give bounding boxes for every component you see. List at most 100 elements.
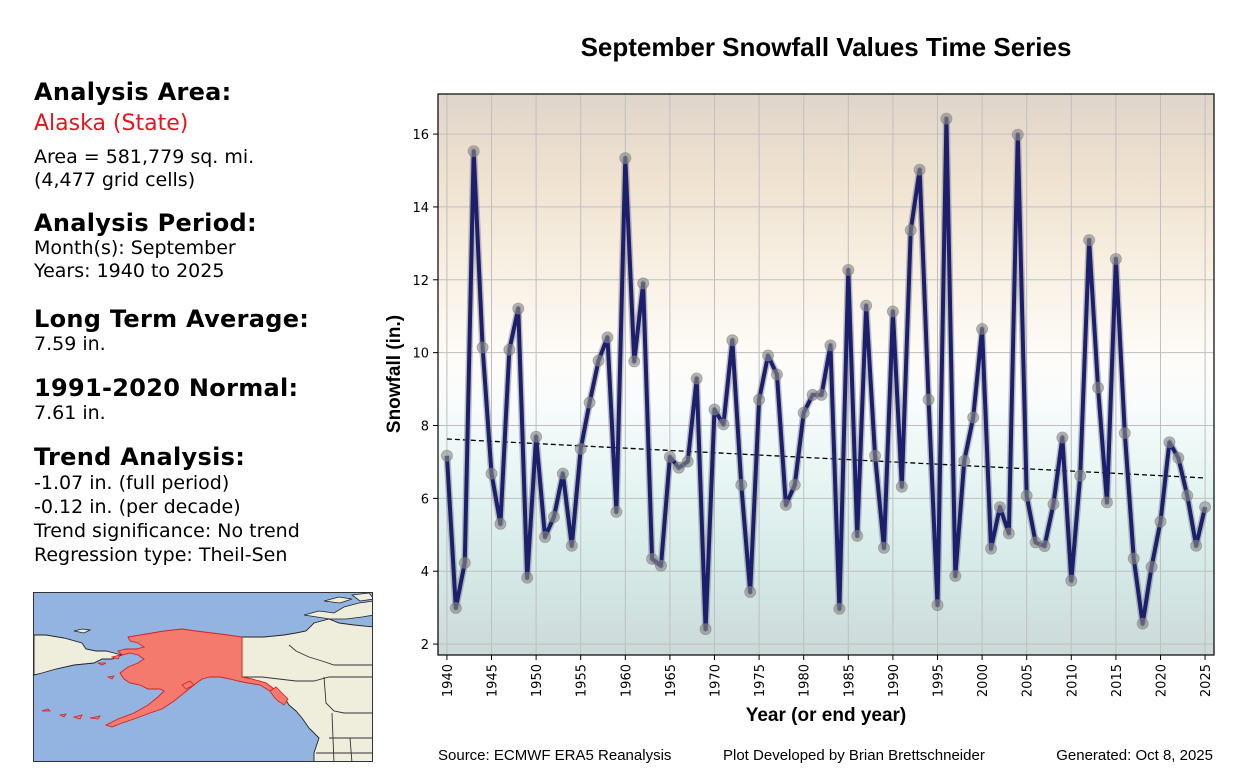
trend-significance: Trend significance: No trend — [34, 520, 300, 542]
data-point — [815, 388, 828, 401]
x-tick-label: 1945 — [486, 664, 501, 697]
x-tick-label: 2010 — [1065, 664, 1080, 697]
data-point — [717, 418, 730, 431]
period-months: Month(s): September — [34, 237, 236, 259]
data-point — [779, 498, 792, 511]
data-point — [601, 331, 614, 344]
data-point — [485, 467, 498, 480]
data-point — [547, 510, 560, 523]
normal-value: 7.61 in. — [34, 402, 106, 424]
average-value: 7.59 in. — [34, 333, 106, 355]
data-point — [976, 322, 989, 335]
data-point — [851, 529, 864, 542]
x-tick-label: 1990 — [887, 664, 902, 697]
x-tick-label: 1950 — [530, 664, 545, 697]
x-tick-label: 1955 — [575, 664, 590, 697]
data-point — [797, 406, 810, 419]
y-tick-label: 8 — [421, 420, 429, 435]
data-point — [690, 372, 703, 385]
data-point — [503, 343, 516, 356]
land-arctic-islands — [303, 593, 372, 620]
data-point — [440, 449, 453, 462]
x-tick-label: 2005 — [1021, 664, 1036, 697]
data-point — [672, 461, 685, 474]
data-point — [628, 355, 641, 368]
data-point — [1074, 469, 1087, 482]
data-point — [1100, 496, 1113, 509]
data-point — [1038, 540, 1051, 553]
data-point — [1065, 574, 1078, 587]
data-point — [556, 467, 569, 480]
data-point — [610, 505, 623, 518]
footer-developer: Plot Developed by Brian Brettschneider — [723, 747, 985, 764]
x-tick-label: 2025 — [1199, 664, 1214, 697]
trend-full: -1.07 in. (full period) — [34, 472, 230, 494]
x-tick-label: 1970 — [709, 664, 724, 697]
period-years: Years: 1940 to 2025 — [34, 260, 225, 282]
y-tick-label: 6 — [421, 492, 429, 507]
x-tick-label: 1940 — [441, 664, 456, 697]
data-point — [940, 112, 953, 125]
data-point — [985, 542, 998, 555]
x-tick-label: 2020 — [1154, 664, 1169, 697]
data-point — [539, 530, 552, 543]
data-point — [1002, 527, 1015, 540]
data-point — [877, 541, 890, 554]
data-point — [708, 403, 721, 416]
plot-frame — [437, 93, 1215, 656]
data-point — [913, 163, 926, 176]
trend-heading: Trend Analysis: — [34, 443, 246, 471]
x-tick-label: 2015 — [1110, 664, 1125, 697]
data-point — [699, 623, 712, 636]
data-point — [895, 480, 908, 493]
data-point — [1083, 234, 1096, 247]
data-point — [1145, 560, 1158, 573]
y-tick-label: 16 — [412, 128, 429, 143]
area-name: Alaska (State) — [34, 111, 189, 136]
alaska-highlight — [104, 628, 275, 728]
data-point — [521, 571, 534, 584]
data-point — [583, 396, 596, 409]
data-point — [1136, 617, 1149, 630]
data-point — [1092, 381, 1105, 394]
island-stlawrence — [73, 628, 92, 634]
data-point — [458, 556, 471, 569]
average-heading: Long Term Average: — [34, 305, 310, 333]
series-layer — [440, 112, 1212, 636]
data-point — [735, 478, 748, 491]
data-point — [860, 299, 873, 312]
y-tick-label: 2 — [421, 638, 429, 653]
trend-decade: -0.12 in. (per decade) — [34, 496, 241, 518]
data-point — [833, 602, 846, 615]
x-tick-label: 1975 — [753, 664, 768, 697]
y-tick-label: 10 — [412, 347, 429, 362]
area-size: Area = 581,779 sq. mi. — [34, 146, 255, 168]
data-point — [1154, 515, 1167, 528]
data-point — [869, 449, 882, 462]
data-point — [753, 393, 766, 406]
x-tick-label: 1980 — [798, 664, 813, 697]
data-point — [770, 368, 783, 381]
data-point — [842, 263, 855, 276]
period-heading: Analysis Period: — [34, 209, 257, 237]
grid-cells: (4,477 grid cells) — [34, 169, 196, 191]
data-point — [1118, 427, 1131, 440]
y-tick-label: 4 — [421, 565, 429, 580]
x-tick-label: 1985 — [842, 664, 857, 697]
info-panel: Analysis Area: Alaska (State) Area = 581… — [34, 78, 394, 567]
data-point — [1127, 552, 1140, 565]
footer-source: Source: ECMWF ERA5 Reanalysis — [438, 747, 672, 764]
data-point — [494, 517, 507, 530]
y-tick-label: 14 — [412, 201, 429, 216]
data-point — [931, 599, 944, 612]
data-point — [1109, 253, 1122, 266]
data-point — [476, 341, 489, 354]
x-tick-label: 1965 — [664, 664, 679, 697]
area-heading: Analysis Area: — [34, 78, 232, 106]
y-tick-label: 12 — [412, 274, 429, 289]
data-point — [824, 339, 837, 352]
data-point — [449, 602, 462, 615]
x-tick-label: 1995 — [931, 664, 946, 697]
data-point — [1011, 128, 1024, 141]
